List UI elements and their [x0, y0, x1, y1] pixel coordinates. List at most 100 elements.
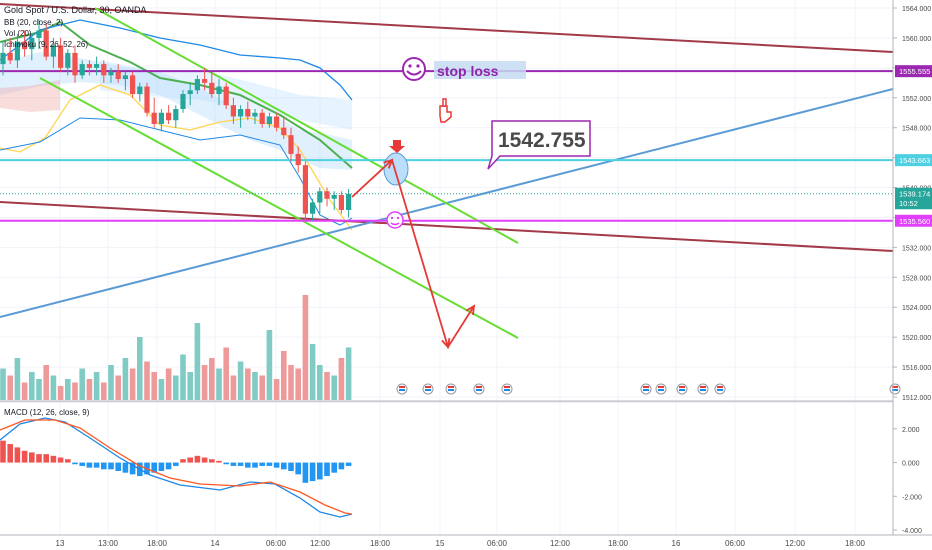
time-axis[interactable]: 13 13:00 18:00 14 06:00 12:00 18:00 15 06:00 12:0…	[56, 539, 866, 548]
macd-hist-1	[7, 444, 13, 463]
volume-bar-32	[230, 375, 237, 400]
volume-bar-0	[0, 368, 6, 400]
candle-body-46	[331, 195, 337, 199]
macd-hist-46	[331, 462, 337, 473]
volume-bar-17	[122, 358, 129, 400]
macd-hist-33	[237, 462, 244, 466]
legend: Gold Spot / U.S. Dollar, 30, OANDA BB (2…	[4, 5, 147, 417]
price-badge-label-2: 1539.174	[899, 190, 930, 199]
stop-loss-annotation[interactable]: stop loss	[434, 61, 526, 79]
volume-bar-43	[309, 344, 316, 400]
target-callout[interactable]: 1542.755	[487, 120, 591, 170]
event-flag-stripe-8	[700, 386, 706, 388]
volume-bar-5	[36, 379, 42, 400]
candle-body-41	[295, 153, 301, 166]
volume-bar-39	[281, 351, 287, 400]
macd-hist-21	[151, 462, 157, 473]
time-tick-label-8: 06:00	[487, 539, 508, 548]
smiley-happy-icon	[402, 57, 426, 81]
macd-line	[0, 417, 353, 518]
price-badge-0	[895, 65, 932, 78]
price-badge-4	[895, 214, 932, 227]
volume-bar-21	[151, 372, 157, 400]
macd-hist-30	[216, 460, 222, 463]
time-tick-label-1: 13:00	[98, 539, 119, 548]
event-flag-stripe2-2	[448, 389, 454, 391]
macd-tick-label-2: -2.000	[902, 494, 922, 501]
macd-hist-0	[0, 440, 6, 463]
volume-bar-35	[252, 372, 258, 400]
macd-hist-13	[93, 462, 100, 468]
volume-bar-36	[259, 375, 265, 400]
macd-hist-2	[14, 447, 21, 463]
price-badge-2	[895, 187, 932, 200]
price-tick-label-12: 1516.000	[902, 365, 931, 372]
candle-body-15	[108, 71, 114, 76]
event-markers	[396, 383, 901, 395]
volume-bar-26	[187, 372, 193, 400]
candle-body-19	[137, 86, 143, 95]
event-flag-stripe2-0	[399, 389, 405, 391]
volume-bar-8	[57, 386, 64, 400]
candle-body-7	[50, 45, 56, 57]
macd-legend: MACD (12, 26, close, 9)	[4, 408, 90, 417]
price-tick-label-11: 1520.000	[902, 335, 931, 342]
macd-hist-32	[230, 462, 237, 466]
volume-bar-47	[338, 358, 345, 400]
candle-body-11	[79, 64, 85, 76]
macd-hist-22	[158, 462, 165, 471]
event-flag-stripe2-5	[643, 389, 649, 391]
event-flag-stripe2-9	[717, 389, 723, 391]
price-badge-label-4: 1535.560	[899, 217, 930, 226]
macd-hist-48	[345, 462, 352, 466]
macd-hist-17	[122, 462, 129, 473]
candle-body-25	[180, 94, 186, 109]
candle-body-24	[173, 108, 179, 121]
volume-bar-27	[194, 323, 201, 400]
price-axis[interactable]: 1564.0001560.0001556.0001552.0001548.000…	[893, 6, 932, 402]
volume-bar-28	[201, 365, 208, 400]
macd-hist-3	[21, 450, 28, 463]
candle-body-42	[302, 165, 308, 214]
candle-body-35	[252, 112, 258, 117]
symbol-title: Gold Spot / U.S. Dollar, 30, OANDA	[4, 5, 147, 15]
down-arrow-marker	[389, 140, 405, 153]
macd-hist-23	[165, 462, 172, 470]
time-tick-label-6: 18:00	[370, 539, 391, 548]
candle-body-18	[130, 75, 136, 95]
volume-bar-13	[93, 372, 100, 400]
time-tick-label-10: 18:00	[608, 539, 629, 548]
candle-body-29	[209, 82, 215, 95]
candle-body-22	[158, 112, 164, 124]
macd-hist-16	[115, 462, 121, 471]
volume-bar-4	[29, 372, 35, 400]
macd-hist-27	[194, 455, 201, 463]
macd-hist-29	[209, 459, 215, 463]
macd-hist-28	[201, 457, 208, 463]
macd-tick-label-3: -4.000	[902, 528, 922, 535]
smiley-neutral-icon	[386, 211, 404, 229]
macd-hist-45	[324, 462, 330, 477]
macd-hist-47	[338, 462, 345, 470]
macd-hist-34	[245, 462, 251, 468]
volume-bar-37	[266, 330, 273, 400]
macd-hist-37	[266, 462, 273, 466]
price-badge-label-3: 10:52	[899, 199, 918, 208]
candle-body-33	[238, 108, 244, 117]
time-tick-label-2: 18:00	[147, 539, 168, 548]
volume-bar-11	[79, 368, 85, 400]
candle-body-31	[223, 86, 229, 106]
signal-line	[0, 419, 353, 515]
macd-hist-5	[36, 454, 42, 463]
time-tick-label-0: 13	[56, 539, 65, 548]
time-tick-label-13: 12:00	[785, 539, 806, 548]
event-flag-stripe2-7	[679, 389, 685, 391]
macd-axis[interactable]: 2.000 0.000 -2.000 -4.000	[893, 427, 922, 535]
macd-hist-6	[43, 454, 49, 463]
candle-body-17	[122, 75, 128, 80]
macd-hist-18	[129, 462, 136, 475]
candle-body-0	[0, 52, 6, 65]
target-circle	[383, 152, 409, 186]
price-tick-label-4: 1548.000	[902, 126, 931, 133]
